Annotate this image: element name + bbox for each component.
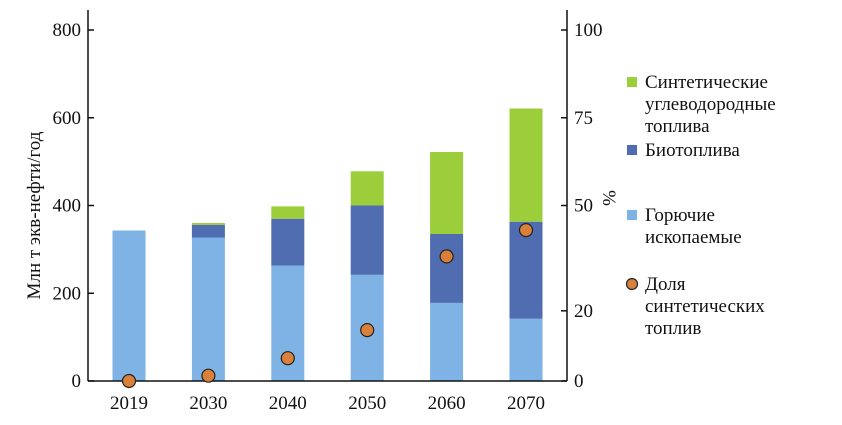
bar-2030-series-2 xyxy=(191,223,225,225)
bar-2060-series-1 xyxy=(430,234,464,303)
y-tick-label: 0 xyxy=(72,371,82,392)
y2-tick-label: 50 xyxy=(574,196,593,217)
y2-axis-title: % xyxy=(598,190,619,206)
y-tick-label: 600 xyxy=(53,108,82,129)
legend-marker-1 xyxy=(627,145,637,155)
legend-label-0: топлива xyxy=(645,116,710,137)
legend-label-0: углеводородные xyxy=(645,94,776,115)
x-tick-label: 2060 xyxy=(428,393,466,414)
y-tick-label: 800 xyxy=(53,20,82,41)
y-axis-title: Млн т экв-нефти/год xyxy=(24,131,45,299)
legend-marker-0 xyxy=(627,77,637,87)
y2-tick-label: 20 xyxy=(574,301,593,322)
share-point-2060 xyxy=(439,249,454,264)
y-tick-label: 200 xyxy=(53,283,82,304)
y2-tick-label: 75 xyxy=(574,108,593,129)
x-tick-label: 2019 xyxy=(110,393,148,414)
bar-2070-series-2 xyxy=(509,108,543,222)
bar-2070-series-0 xyxy=(509,318,543,381)
x-tick-label: 2040 xyxy=(269,393,307,414)
bar-2050-series-1 xyxy=(350,205,384,275)
legend-label-0: Синтетические xyxy=(645,72,768,93)
legend-label-2: ископаемые xyxy=(645,227,742,248)
legend-label-3: топлив xyxy=(645,318,701,339)
bar-2070-series-1 xyxy=(509,221,543,319)
y-tick-label: 400 xyxy=(53,196,82,217)
share-point-2050 xyxy=(360,323,375,338)
legend-label-3: синтетических xyxy=(645,296,765,317)
share-points-group xyxy=(121,223,534,389)
bar-2050-series-2 xyxy=(350,171,384,206)
legend-label-2: Горючие xyxy=(645,205,715,226)
share-point-2030 xyxy=(201,368,216,383)
bar-2040-series-2 xyxy=(271,206,305,219)
bar-2060-series-0 xyxy=(430,302,464,381)
bar-2019-series-0 xyxy=(112,230,146,381)
y2-tick-label: 100 xyxy=(574,20,603,41)
x-tick-label: 2030 xyxy=(189,393,227,414)
y2-tick-label: 0 xyxy=(574,371,584,392)
x-tick-label: 2070 xyxy=(507,393,545,414)
bar-2030-series-1 xyxy=(191,224,225,238)
share-point-2040 xyxy=(280,351,295,366)
share-point-2019 xyxy=(121,373,137,389)
bar-2060-series-2 xyxy=(430,152,464,234)
legend-marker-2 xyxy=(627,210,637,220)
x-tick-label: 2050 xyxy=(348,393,386,414)
bars-group xyxy=(112,108,543,381)
bar-2030-series-0 xyxy=(191,237,225,381)
share-point-2070 xyxy=(518,223,534,238)
bar-2040-series-1 xyxy=(271,218,305,266)
legend-label-1: Биотоплива xyxy=(645,140,740,161)
legend-marker-3 xyxy=(625,277,639,291)
legend-label-3: Доля xyxy=(645,274,686,295)
